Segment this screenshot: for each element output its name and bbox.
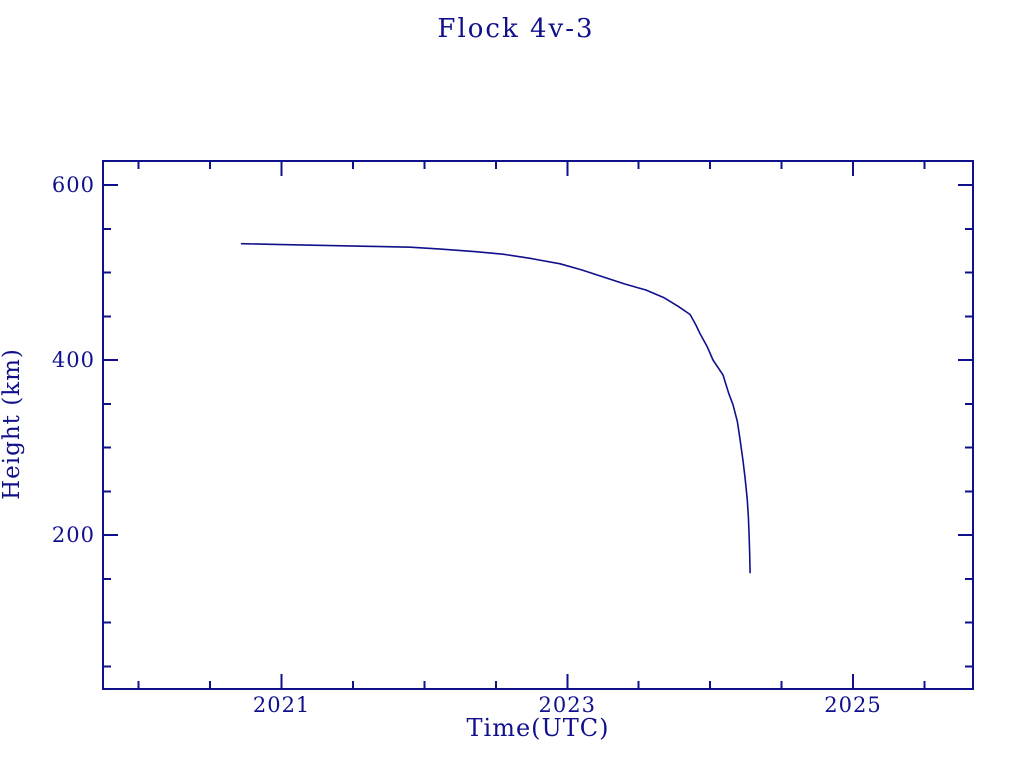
chart-title: Flock 4v-3 bbox=[437, 14, 595, 44]
y-axis-ticks bbox=[103, 184, 973, 668]
data-curve bbox=[240, 242, 751, 574]
plot-frame bbox=[102, 160, 974, 690]
y-tick-label: 600 bbox=[52, 173, 95, 197]
x-tick-labels: 2021 2023 2025 bbox=[253, 693, 881, 717]
x-tick-label: 2021 bbox=[253, 693, 310, 717]
y-tick-labels: 600 400 200 bbox=[52, 173, 95, 547]
x-tick-label: 2025 bbox=[824, 693, 881, 717]
x-axis-label: Time(UTC) bbox=[466, 714, 610, 742]
y-tick-label: 400 bbox=[52, 348, 95, 372]
x-tick-label: 2023 bbox=[539, 693, 596, 717]
x-axis-ticks bbox=[137, 161, 926, 689]
y-tick-label: 200 bbox=[52, 523, 95, 547]
y-axis-label: Height (km) bbox=[0, 348, 25, 500]
